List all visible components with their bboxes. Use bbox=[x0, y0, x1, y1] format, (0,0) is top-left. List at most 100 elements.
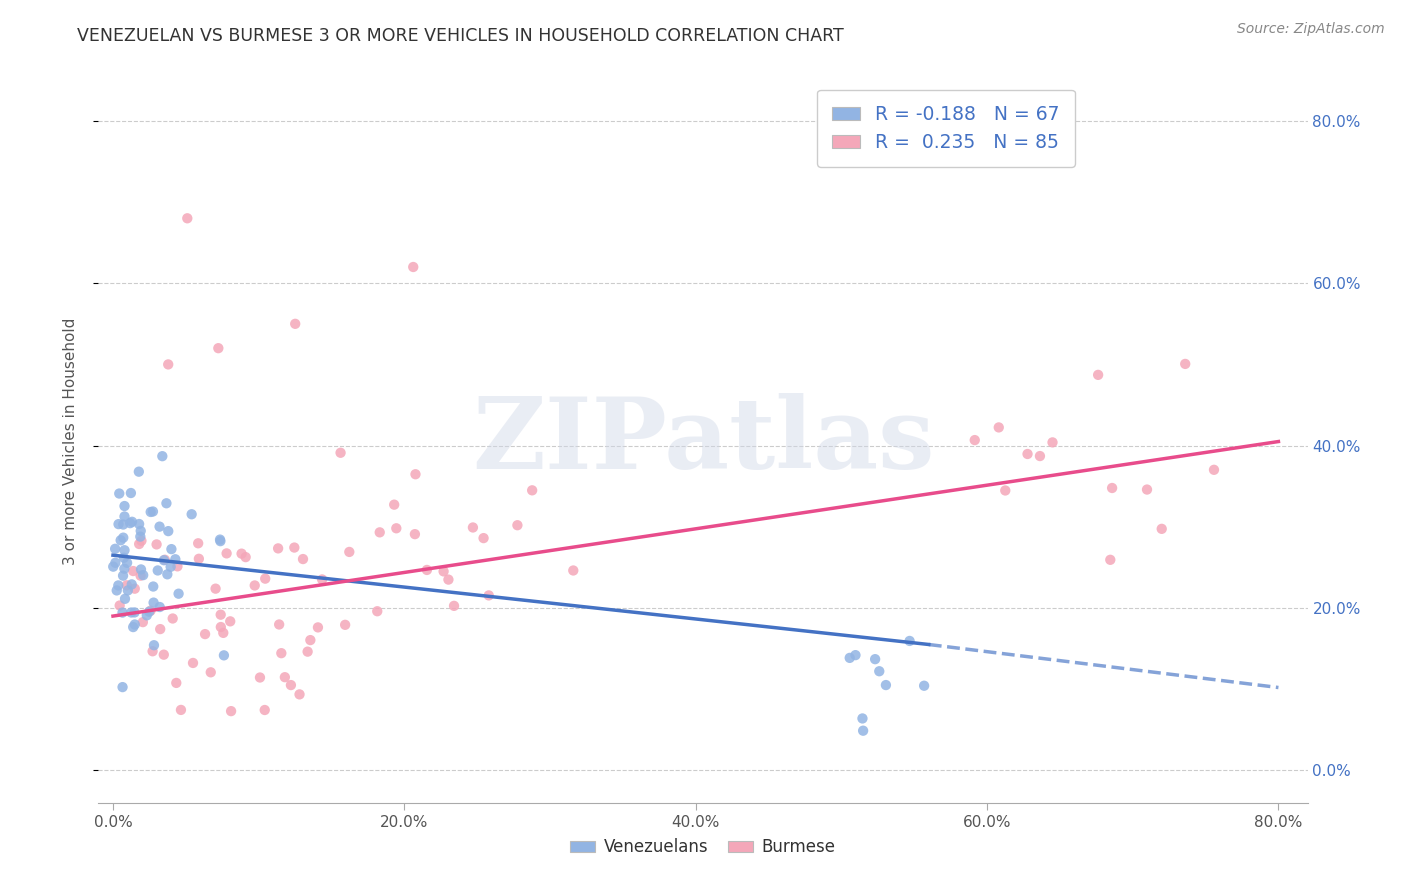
Point bbox=[111, 606, 134, 620]
Point bbox=[180, 508, 202, 522]
Point bbox=[231, 547, 253, 561]
Point bbox=[112, 517, 135, 532]
Point bbox=[149, 600, 172, 615]
Point bbox=[181, 656, 204, 670]
Point bbox=[129, 530, 152, 544]
Point bbox=[416, 563, 439, 577]
Point bbox=[267, 541, 290, 556]
Point bbox=[170, 703, 193, 717]
Point bbox=[329, 446, 352, 460]
Point bbox=[1099, 553, 1122, 567]
Point bbox=[157, 524, 180, 538]
Point bbox=[898, 634, 921, 648]
Point bbox=[121, 577, 143, 591]
Point bbox=[105, 583, 128, 598]
Point bbox=[142, 504, 165, 518]
Point bbox=[132, 615, 155, 629]
Point bbox=[269, 617, 291, 632]
Point bbox=[103, 559, 125, 574]
Point bbox=[110, 533, 132, 548]
Point bbox=[139, 604, 162, 618]
Point bbox=[122, 564, 145, 578]
Point bbox=[297, 645, 319, 659]
Point bbox=[235, 550, 257, 565]
Point bbox=[368, 525, 391, 540]
Point bbox=[111, 680, 134, 694]
Point bbox=[104, 541, 127, 556]
Point bbox=[143, 638, 166, 652]
Point bbox=[863, 652, 886, 666]
Point bbox=[274, 670, 297, 684]
Point bbox=[987, 420, 1010, 434]
Point bbox=[1202, 463, 1225, 477]
Point bbox=[112, 562, 135, 576]
Point bbox=[562, 564, 585, 578]
Point bbox=[1174, 357, 1197, 371]
Point bbox=[162, 611, 184, 625]
Point bbox=[131, 533, 153, 548]
Point bbox=[129, 524, 152, 538]
Point bbox=[124, 617, 146, 632]
Point bbox=[1101, 481, 1123, 495]
Point bbox=[209, 607, 232, 622]
Point bbox=[1150, 522, 1173, 536]
Text: ZIPatlas: ZIPatlas bbox=[472, 393, 934, 490]
Point bbox=[912, 679, 935, 693]
Point bbox=[107, 578, 129, 592]
Point bbox=[112, 531, 135, 545]
Point bbox=[478, 589, 501, 603]
Point bbox=[1029, 449, 1052, 463]
Point bbox=[243, 578, 266, 592]
Point bbox=[868, 665, 890, 679]
Point bbox=[167, 587, 190, 601]
Point bbox=[135, 608, 157, 623]
Point bbox=[299, 633, 322, 648]
Point bbox=[209, 620, 232, 634]
Point bbox=[270, 646, 292, 660]
Point bbox=[124, 582, 146, 596]
Point bbox=[165, 676, 187, 690]
Point bbox=[253, 703, 276, 717]
Point bbox=[114, 543, 136, 558]
Point bbox=[104, 556, 127, 570]
Point bbox=[128, 537, 150, 551]
Point bbox=[219, 704, 242, 718]
Point bbox=[122, 620, 145, 634]
Point bbox=[121, 515, 143, 529]
Point bbox=[165, 552, 187, 566]
Point bbox=[129, 562, 152, 576]
Point bbox=[405, 467, 427, 482]
Point bbox=[114, 499, 136, 513]
Point bbox=[1136, 483, 1159, 497]
Point bbox=[307, 620, 329, 634]
Point bbox=[153, 553, 176, 567]
Point bbox=[520, 483, 543, 498]
Point bbox=[150, 449, 173, 463]
Point bbox=[311, 573, 333, 587]
Point bbox=[166, 559, 188, 574]
Point bbox=[994, 483, 1017, 498]
Point bbox=[117, 583, 139, 598]
Point bbox=[366, 604, 388, 618]
Point bbox=[208, 533, 231, 547]
Point bbox=[283, 541, 305, 555]
Point bbox=[284, 317, 307, 331]
Point bbox=[851, 711, 873, 725]
Point bbox=[112, 550, 135, 565]
Point bbox=[156, 567, 179, 582]
Point bbox=[128, 465, 150, 479]
Point bbox=[194, 627, 217, 641]
Point bbox=[385, 521, 408, 535]
Point bbox=[292, 552, 315, 566]
Point bbox=[115, 578, 138, 592]
Point bbox=[139, 505, 162, 519]
Point bbox=[333, 617, 356, 632]
Point bbox=[160, 542, 183, 557]
Point bbox=[443, 599, 465, 613]
Point bbox=[187, 551, 209, 566]
Point bbox=[433, 565, 456, 579]
Point bbox=[461, 520, 484, 534]
Point bbox=[200, 665, 222, 680]
Point bbox=[280, 678, 302, 692]
Point bbox=[148, 519, 170, 533]
